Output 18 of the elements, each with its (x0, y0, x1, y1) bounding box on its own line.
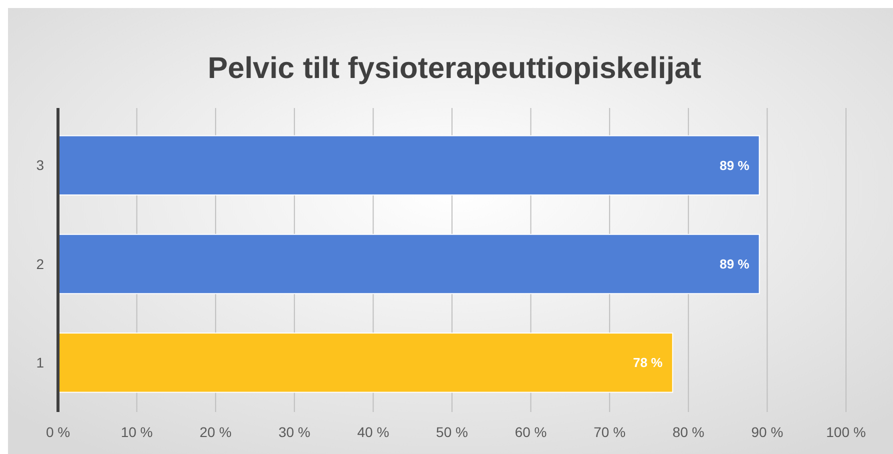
x-tick-label: 100 % (826, 424, 866, 440)
y-tick-label: 3 (36, 157, 44, 174)
x-tick-label: 60 % (514, 424, 547, 440)
y-tick-label: 2 (36, 256, 44, 272)
data-label: 89 % (720, 256, 750, 272)
x-tick-label: 20 % (200, 424, 232, 440)
x-tick-label: 40 % (357, 424, 390, 440)
x-tick-label: 90 % (751, 424, 784, 440)
data-label: 89 % (720, 158, 750, 173)
x-tick-label: 80 % (672, 424, 704, 440)
x-tick-label: 0 % (46, 424, 70, 440)
x-tick-label: 70 % (594, 424, 626, 440)
x-tick-label: 50 % (436, 424, 468, 440)
chart-title: Pelvic tilt fysioterapeuttiopiskelijat (208, 52, 702, 85)
x-tick-label: 10 % (120, 424, 153, 440)
y-tick-label: 1 (36, 354, 44, 371)
data-label: 78 % (633, 355, 664, 370)
x-tick-label: 30 % (278, 424, 310, 440)
